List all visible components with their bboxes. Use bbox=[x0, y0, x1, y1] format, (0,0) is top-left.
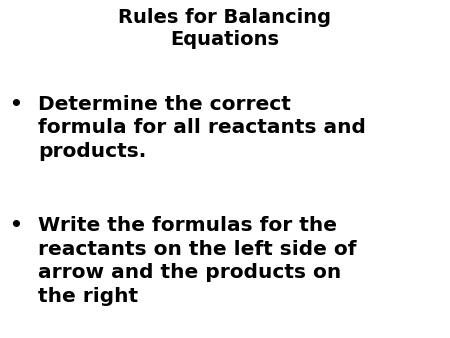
Text: Determine the correct
formula for all reactants and
products.: Determine the correct formula for all re… bbox=[38, 95, 366, 161]
Text: Write the formulas for the
reactants on the left side of
arrow and the products : Write the formulas for the reactants on … bbox=[38, 216, 357, 306]
Text: •: • bbox=[9, 216, 22, 235]
Text: Rules for Balancing
Equations: Rules for Balancing Equations bbox=[118, 8, 332, 49]
Text: •: • bbox=[9, 95, 22, 114]
